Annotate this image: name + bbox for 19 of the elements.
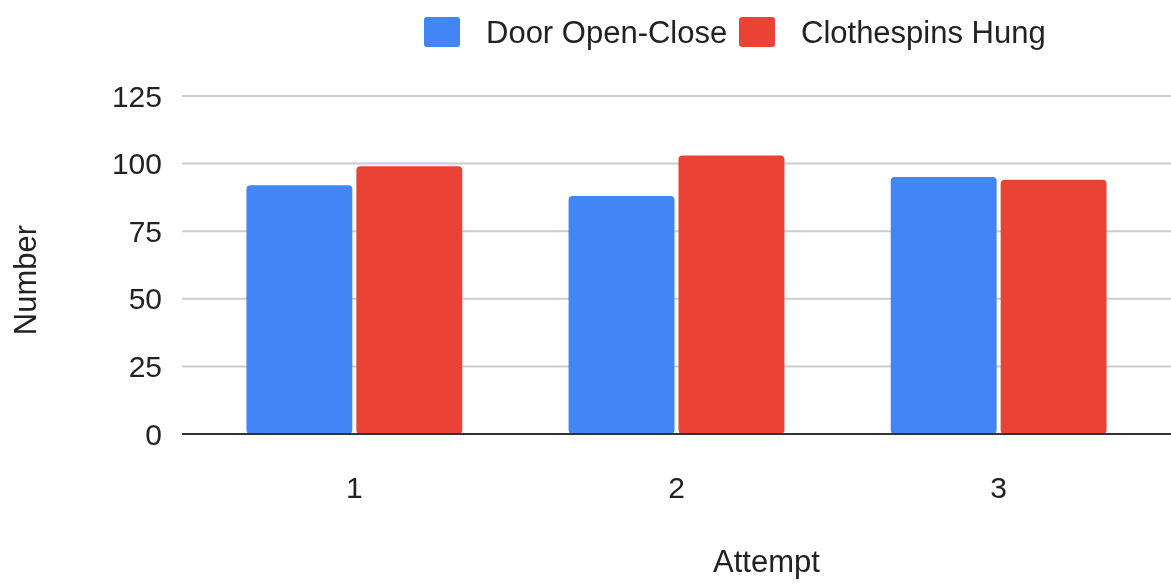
bar bbox=[246, 185, 353, 434]
y-tick-label: 100 bbox=[111, 147, 162, 181]
bar bbox=[356, 166, 463, 434]
x-axis-title: Attempt bbox=[713, 544, 821, 579]
y-tick-label: 0 bbox=[145, 417, 162, 451]
legend-label: Door Open-Close bbox=[486, 14, 728, 50]
y-tick-label: 25 bbox=[128, 349, 162, 383]
x-tick-label: 1 bbox=[346, 471, 363, 504]
y-tick-label: 50 bbox=[128, 282, 162, 316]
y-tick-label: 125 bbox=[111, 79, 162, 113]
bar bbox=[568, 196, 675, 434]
bar bbox=[678, 155, 785, 434]
y-axis-title: Number bbox=[8, 224, 43, 336]
bar bbox=[1000, 179, 1107, 434]
x-tick-label: 2 bbox=[668, 471, 685, 504]
y-tick-label: 75 bbox=[128, 214, 162, 248]
x-tick-label: 3 bbox=[990, 471, 1007, 504]
legend-label: Clothespins Hung bbox=[801, 14, 1046, 50]
bar bbox=[890, 177, 997, 434]
